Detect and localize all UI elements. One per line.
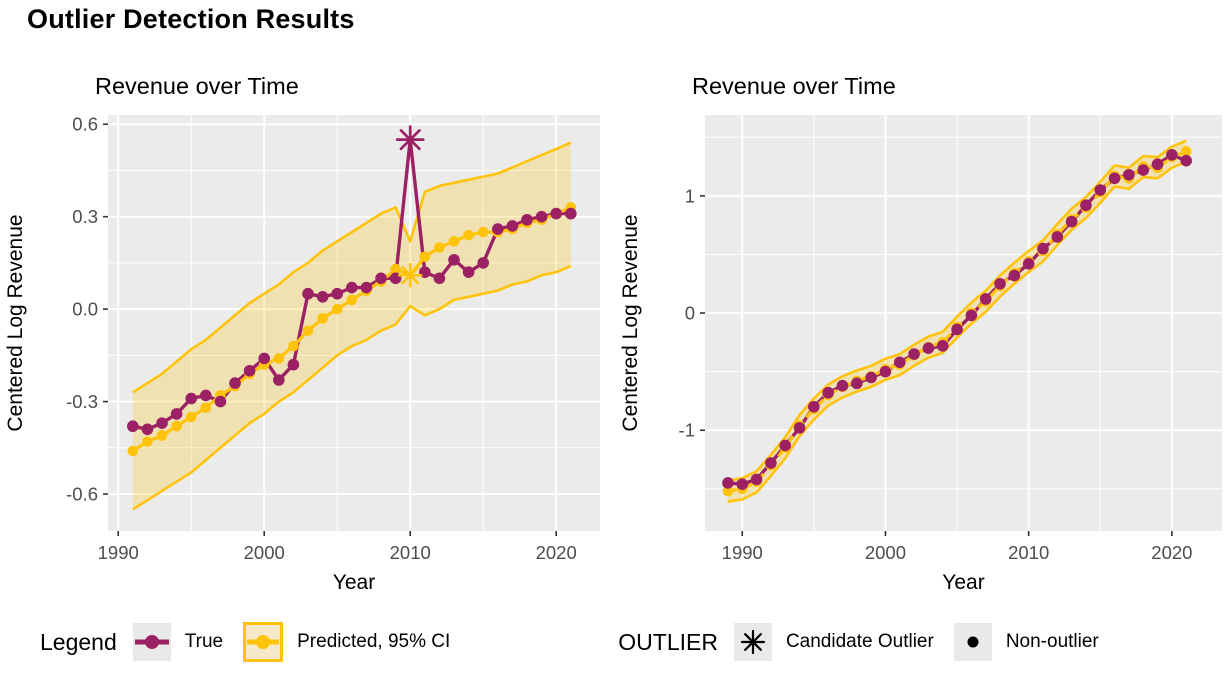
- svg-text:1: 1: [685, 185, 695, 206]
- svg-text:2000: 2000: [865, 542, 906, 563]
- legend-item-non-outlier: Non-outlier: [953, 623, 1099, 661]
- ci-lower-line: [132, 264, 572, 511]
- true-points: [722, 149, 1192, 490]
- outlier-legend-group: OUTLIER Candidate Outlier: [618, 623, 1119, 661]
- legend-label-candidate-outlier: Candidate Outlier: [785, 631, 934, 652]
- axis-ticks: 1990 2000 2010 2020 1 0 -1: [679, 185, 1193, 563]
- series-legend-title: Legend: [40, 628, 117, 655]
- page-title: Outlier Detection Results: [27, 4, 355, 34]
- legend-bar: Legend True Predicted, 95% CI: [0, 612, 1230, 672]
- asterisk-icon: [740, 629, 766, 655]
- chart-title: Revenue over Time: [692, 73, 896, 99]
- svg-text:0: 0: [685, 303, 695, 324]
- legend-item-candidate-outlier: Candidate Outlier: [733, 623, 934, 661]
- candidate-outlier-key: [733, 623, 772, 661]
- true-series-key: [132, 623, 171, 661]
- svg-text:-0.6: -0.6: [66, 484, 98, 505]
- ci-upper-line: [727, 139, 1187, 482]
- asterisk-marker: [395, 125, 425, 155]
- axis-ticks: 1990 2000 2010 2020 0.6 0.3 0.0 -0.3 -0.6: [66, 114, 577, 563]
- svg-text:-0.3: -0.3: [66, 391, 98, 412]
- svg-text:1990: 1990: [722, 542, 763, 563]
- svg-text:2020: 2020: [536, 542, 577, 563]
- true-points: [127, 207, 577, 436]
- x-axis-title: Year: [333, 571, 375, 594]
- gridlines: [108, 115, 600, 531]
- y-axis-title: Centered Log Revenue: [4, 214, 27, 431]
- legend-label-non-outlier: Non-outlier: [1005, 631, 1099, 652]
- ci-upper-line: [132, 141, 572, 394]
- legend-item-true: True: [132, 623, 224, 661]
- panel-background: [108, 115, 600, 531]
- legend-item-predicted: Predicted, 95% CI: [243, 622, 450, 662]
- predicted-line-dot-icon: [247, 635, 280, 649]
- dot-icon: [967, 636, 979, 648]
- chart-title: Revenue over Time: [95, 73, 299, 99]
- svg-text:0.3: 0.3: [72, 206, 98, 227]
- svg-text:2000: 2000: [244, 542, 285, 563]
- svg-text:2020: 2020: [1151, 542, 1192, 563]
- outlier-legend-title: OUTLIER: [618, 628, 718, 655]
- y-axis-title: Centered Log Revenue: [619, 214, 642, 431]
- predicted-series-key: [243, 622, 284, 662]
- gridlines: [705, 115, 1222, 531]
- ci-ribbon: [132, 142, 571, 510]
- asterisk-marker: [397, 262, 423, 288]
- svg-text:1990: 1990: [98, 542, 139, 563]
- svg-text:0.0: 0.0: [72, 299, 98, 320]
- legend-label-predicted: Predicted, 95% CI: [297, 631, 451, 652]
- svg-text:-1: -1: [679, 420, 695, 441]
- legend-label-true: True: [184, 631, 224, 652]
- svg-text:2010: 2010: [1008, 542, 1049, 563]
- series-legend-group: Legend True Predicted, 95% CI: [40, 622, 470, 662]
- revenue-chart-right: 1990 2000 2010 2020 1 0 -1 Revenue over Time Yea…: [619, 73, 1222, 594]
- non-outlier-key: [953, 623, 992, 661]
- x-axis-title: Year: [942, 571, 984, 594]
- ci-ribbon: [727, 140, 1187, 502]
- svg-text:2010: 2010: [390, 542, 431, 563]
- revenue-chart-left: 1990 2000 2010 2020 0.6 0.3 0.0 -0.3 -0.6 Revenue…: [4, 73, 600, 594]
- true-line-dot-icon: [134, 635, 169, 649]
- svg-text:0.6: 0.6: [72, 114, 98, 135]
